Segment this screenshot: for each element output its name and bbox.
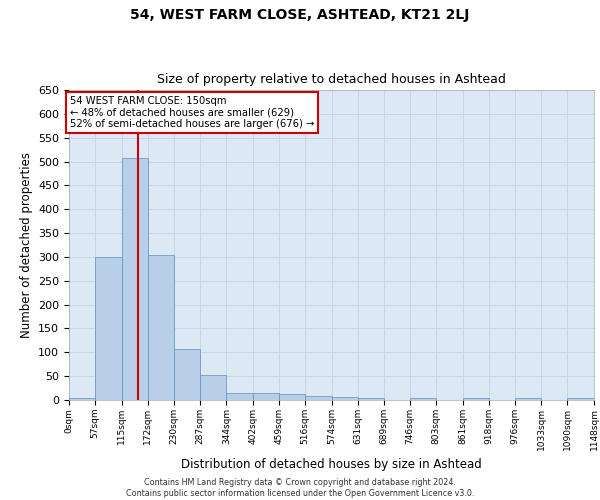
Bar (226, 394, 253, 400)
Bar (568, 398, 594, 400)
Bar (279, 394, 305, 400)
X-axis label: Distribution of detached houses by size in Ashtead: Distribution of detached houses by size … (181, 458, 482, 471)
Text: 54 WEST FARM CLOSE: 150sqm
← 48% of detached houses are smaller (629)
52% of sem: 54 WEST FARM CLOSE: 150sqm ← 48% of deta… (70, 96, 314, 129)
Text: 54, WEST FARM CLOSE, ASHTEAD, KT21 2LJ: 54, WEST FARM CLOSE, ASHTEAD, KT21 2LJ (130, 8, 470, 22)
Bar (95, 257, 122, 400)
Bar (515, 398, 541, 400)
Bar (463, 398, 489, 400)
Bar (69, 398, 95, 400)
Bar (122, 158, 148, 400)
Bar (174, 349, 200, 400)
Bar (305, 396, 331, 400)
Text: Contains HM Land Registry data © Crown copyright and database right 2024.
Contai: Contains HM Land Registry data © Crown c… (126, 478, 474, 498)
Bar (148, 256, 174, 400)
Bar (358, 398, 384, 400)
Bar (253, 393, 279, 400)
Bar (331, 397, 358, 400)
Y-axis label: Number of detached properties: Number of detached properties (20, 152, 32, 338)
Bar (200, 374, 226, 400)
Title: Size of property relative to detached houses in Ashtead: Size of property relative to detached ho… (157, 73, 506, 86)
Bar (410, 398, 436, 400)
